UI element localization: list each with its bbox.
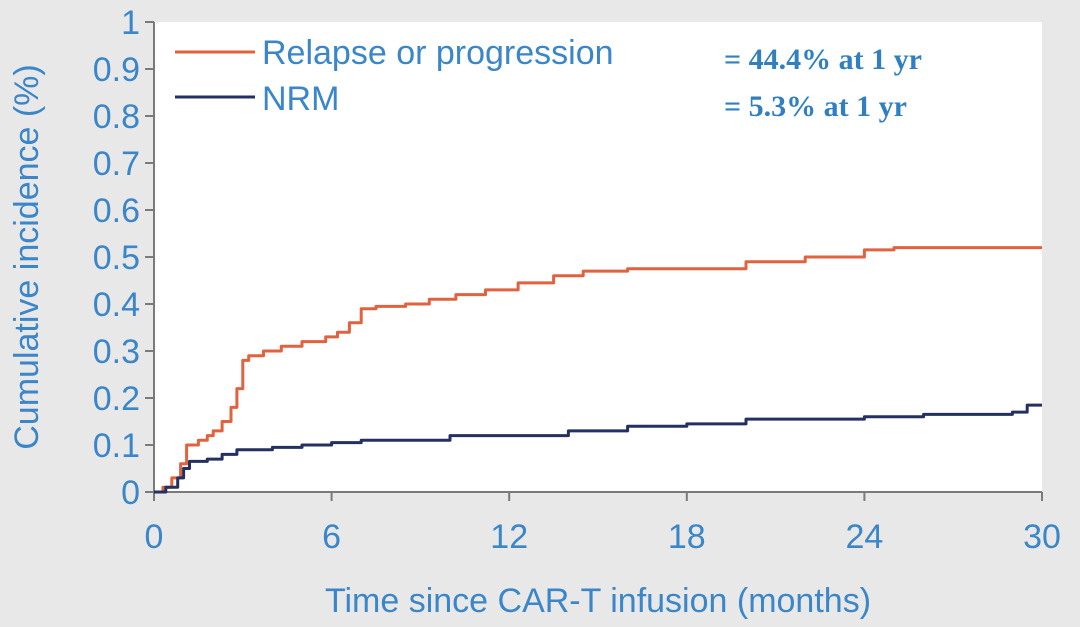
tick-labels: 0 0.1 0.2 0.3 0.4 0.5 0.6 0.7 0.8 0.9 1 0 6 12 18 24 30 [93,4,1061,556]
axes [145,21,1043,501]
legend-label-nrm: NRM [262,80,339,118]
y-tick-label: 0.9 [93,51,140,89]
x-axis-title: Time since CAR-T infusion (months) [325,582,871,620]
legend-label-relapse: Relapse or progression [262,34,614,72]
y-axis-title: Cumulative incidence (%) [8,64,46,450]
y-tick-label: 0.5 [93,239,140,277]
y-tick-label: 0.6 [93,192,140,230]
y-tick-label: 0 [121,474,140,512]
x-tick-label: 18 [668,518,706,556]
y-tick-label: 0.8 [93,98,140,136]
y-tick-label: 0.7 [93,145,140,183]
y-tick-label: 0.2 [93,380,140,418]
x-tick-label: 6 [322,518,341,556]
annotation-nrm: = 5.3% at 1 yr [724,90,907,123]
y-tick-label: 0.1 [93,427,140,465]
y-tick-label: 1 [121,4,140,42]
plot-area [154,22,1042,492]
legend: Relapse or progression NRM [175,34,614,118]
x-tick-label: 30 [1023,518,1061,556]
series-lines [154,246,1042,494]
series-line-nrm [154,403,1042,494]
series-line-relapse [154,246,1042,494]
x-tick-label: 24 [845,518,883,556]
y-tick-label: 0.4 [93,286,140,324]
y-tick-label: 0.3 [93,333,140,371]
x-tick-label: 12 [490,518,528,556]
x-tick-label: 0 [145,518,164,556]
annotation-relapse: = 44.4% at 1 yr [724,43,922,76]
